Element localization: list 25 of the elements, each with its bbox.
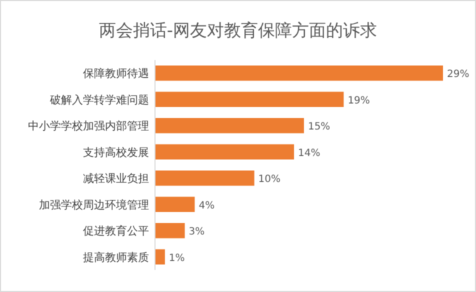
bar <box>155 144 294 160</box>
data-label: 4% <box>198 200 215 212</box>
y-tick-label: 中小学学校加强内部管理 <box>28 120 149 133</box>
y-tick-label: 提高教师素质 <box>83 250 149 264</box>
y-tick-label: 促进教育公平 <box>83 224 149 238</box>
data-label: 10% <box>258 174 281 186</box>
y-tick-label: 破解入学转学难问题 <box>49 93 149 106</box>
bar <box>155 196 195 212</box>
data-label: 15% <box>308 122 330 133</box>
data-label: 19% <box>348 95 370 106</box>
bar <box>155 66 443 81</box>
bar <box>155 223 185 238</box>
data-label: 29% <box>447 69 470 80</box>
y-tick-label: 减轻课业负担 <box>83 172 149 186</box>
bar <box>155 170 254 186</box>
bar <box>155 118 304 134</box>
data-label: 3% <box>188 226 205 238</box>
data-label: 1% <box>168 252 185 264</box>
y-tick-label: 支持高校发展 <box>83 146 149 159</box>
y-tick-label: 加强学校周边环境管理 <box>39 198 149 212</box>
bar <box>155 92 344 107</box>
chart-title: 两会捎话-网友对教育保障方面的诉求 <box>98 21 378 41</box>
bar <box>155 249 165 264</box>
data-label: 14% <box>298 148 320 159</box>
y-tick-label: 保障教师待遇 <box>83 67 149 80</box>
